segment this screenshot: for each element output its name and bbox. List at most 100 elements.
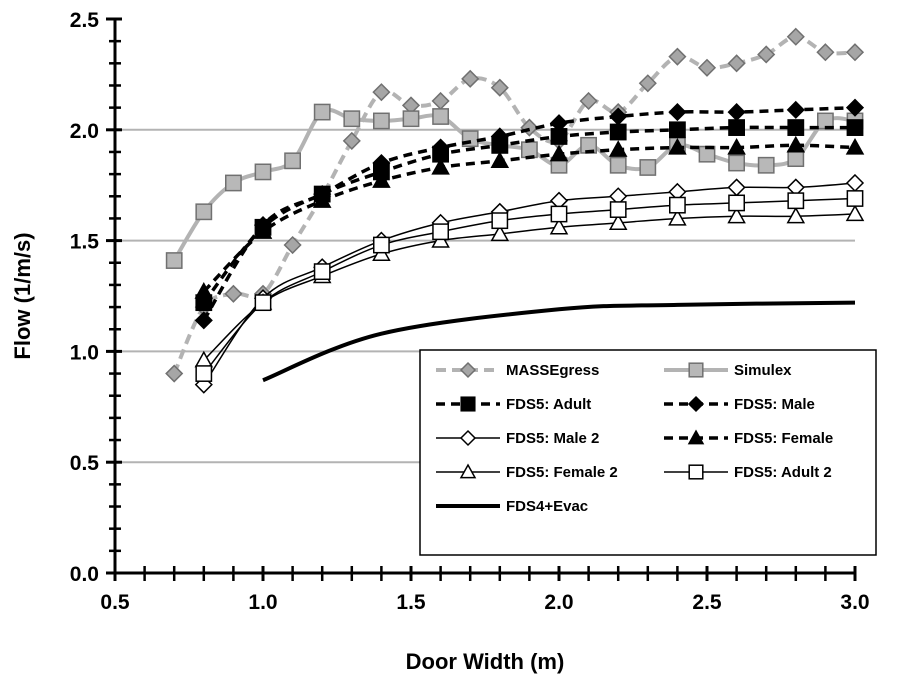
- data-point-fds5-adult-9: [728, 119, 746, 136]
- data-point-fds5-female-1: [253, 222, 273, 239]
- data-point-fds5-adult-2-9: [728, 194, 746, 212]
- data-point-fds5-female-4: [431, 157, 450, 175]
- legend-label: MASSEgress: [506, 362, 599, 379]
- legend-label: FDS5: Adult 2: [734, 464, 832, 481]
- y-tick-label-4: 2.0: [70, 120, 99, 143]
- data-point-fds5-male-11: [845, 98, 865, 117]
- data-point-simulex-1: [195, 203, 213, 221]
- axes: [106, 17, 857, 581]
- data-point-fds5-adult-2-2: [313, 263, 331, 281]
- legend-item-fds5-male-2: FDS5: Male 2: [436, 429, 599, 447]
- data-point-simulex-19: [728, 154, 746, 172]
- data-point-fds5-female-10: [786, 135, 806, 153]
- data-point-fds5-male-7: [609, 107, 628, 126]
- data-point-fds5-female-6: [549, 144, 569, 162]
- legend-box: [419, 349, 877, 556]
- data-point-massegress-6: [342, 131, 361, 150]
- data-point-massegress-0: [165, 364, 184, 383]
- y-tick-label-5: 2.5: [70, 9, 100, 32]
- data-point-fds5-female-2-6: [549, 217, 569, 235]
- data-point-massegress-7: [372, 83, 391, 102]
- series-fds5-female: [194, 135, 865, 299]
- x-axis-title: Door Width (m): [406, 649, 565, 674]
- legend-swatch-marker: [459, 429, 477, 447]
- data-point-simulex-2: [225, 174, 242, 192]
- data-point-fds5-female-2-11: [845, 204, 865, 222]
- legend-swatch-marker: [687, 429, 705, 445]
- legend-item-fds5-adult: FDS5: Adult: [436, 396, 591, 413]
- data-point-simulex-9: [432, 108, 450, 125]
- data-point-simulex-8: [402, 110, 420, 128]
- legend-swatch-marker: [459, 463, 477, 479]
- data-point-fds5-male-5: [490, 127, 509, 146]
- series-layer: [165, 27, 865, 394]
- series-fds5-adult-2: [195, 190, 864, 382]
- data-point-fds5-female-9: [727, 137, 746, 155]
- y-tick-label-0: 0.0: [70, 563, 99, 586]
- legend-item-simulex: Simulex: [664, 362, 792, 379]
- data-point-simulex-21: [787, 150, 805, 168]
- series-fds4-evac: [262, 300, 856, 383]
- y-tick-label-1: 0.5: [70, 452, 100, 475]
- legend-label: Simulex: [734, 362, 792, 379]
- data-point-simulex-15: [609, 156, 627, 174]
- data-point-massegress-11: [490, 78, 509, 97]
- data-point-fds5-adult-2-11: [846, 190, 864, 207]
- y-tick-label-2: 1.0: [70, 341, 99, 364]
- data-point-fds5-adult-2-3: [373, 236, 390, 254]
- data-point-massegress-10: [461, 69, 480, 88]
- y-tick-label-3: 1.5: [70, 231, 100, 254]
- data-point-fds5-female-2-9: [727, 206, 746, 224]
- legend-item-fds5-female: FDS5: Female: [664, 429, 833, 447]
- data-point-fds5-adult-2-5: [491, 212, 509, 230]
- data-point-simulex-20: [757, 156, 775, 174]
- legend-label: FDS5: Male: [734, 396, 815, 413]
- legend: MASSEgress Simulex FDS5: Adult FDS5: Male FD…: [419, 349, 877, 556]
- data-point-simulex-4: [284, 152, 302, 170]
- data-point-massegress-21: [786, 27, 805, 46]
- x-tick-label-1: 1.0: [248, 591, 277, 614]
- data-point-fds5-adult-2-7: [609, 201, 627, 218]
- legend-swatch-marker: [687, 395, 705, 413]
- data-point-fds5-female-5: [490, 151, 510, 168]
- data-point-simulex-5: [313, 103, 331, 121]
- data-point-fds5-adult-11: [846, 119, 864, 136]
- data-point-fds5-female-3: [372, 171, 391, 188]
- data-point-simulex-6: [343, 110, 361, 128]
- data-point-fds5-female-2: [312, 191, 332, 208]
- x-tick-label-0: 0.5: [100, 591, 130, 614]
- data-point-massegress-17: [668, 47, 687, 66]
- x-tick-label-3: 2.0: [544, 591, 573, 614]
- data-point-fds5-male-3: [372, 153, 391, 173]
- data-point-fds5-female-11: [845, 137, 865, 155]
- data-point-fds5-female-7: [608, 140, 628, 157]
- legend-swatch-marker: [460, 396, 476, 412]
- data-point-fds5-male-9: [727, 103, 746, 122]
- legend-swatch-marker: [459, 361, 477, 379]
- y-axis-title: Flow (1/m/s): [10, 232, 35, 359]
- data-point-massegress-19: [727, 54, 746, 73]
- data-point-fds5-adult-10: [787, 119, 805, 136]
- data-point-massegress-18: [697, 58, 717, 77]
- data-point-fds5-female-2-10: [786, 206, 806, 224]
- data-point-fds5-female-2-7: [608, 213, 628, 231]
- data-point-fds5-adult-2-10: [787, 192, 805, 210]
- data-point-fds5-female-8: [668, 137, 687, 155]
- data-point-simulex-16: [639, 159, 657, 176]
- data-point-simulex-3: [254, 163, 272, 181]
- data-point-massegress-23: [845, 43, 865, 62]
- data-point-fds5-female-2-8: [668, 208, 687, 226]
- data-point-massegress-14: [579, 91, 598, 111]
- data-point-simulex-12: [521, 141, 538, 159]
- data-point-fds5-male-0: [194, 311, 213, 330]
- legend-label: FDS5: Female 2: [506, 464, 618, 481]
- tick-labels: 0.5 1.0 1.5 2.0 2.5 3.00.00.51.01.52.02.5: [70, 9, 870, 614]
- legend-item-fds5-male: FDS5: Male: [664, 395, 815, 413]
- data-point-massegress-22: [816, 43, 835, 62]
- legend-label: FDS5: Female: [734, 430, 833, 447]
- data-point-fds5-adult-2-8: [669, 196, 686, 214]
- data-point-fds5-adult-2-6: [550, 205, 568, 223]
- data-point-fds5-female-0: [194, 282, 214, 299]
